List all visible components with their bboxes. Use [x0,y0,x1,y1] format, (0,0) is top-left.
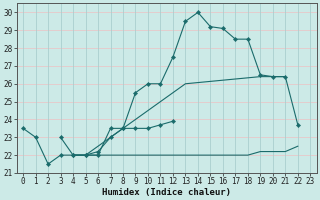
X-axis label: Humidex (Indice chaleur): Humidex (Indice chaleur) [102,188,231,197]
